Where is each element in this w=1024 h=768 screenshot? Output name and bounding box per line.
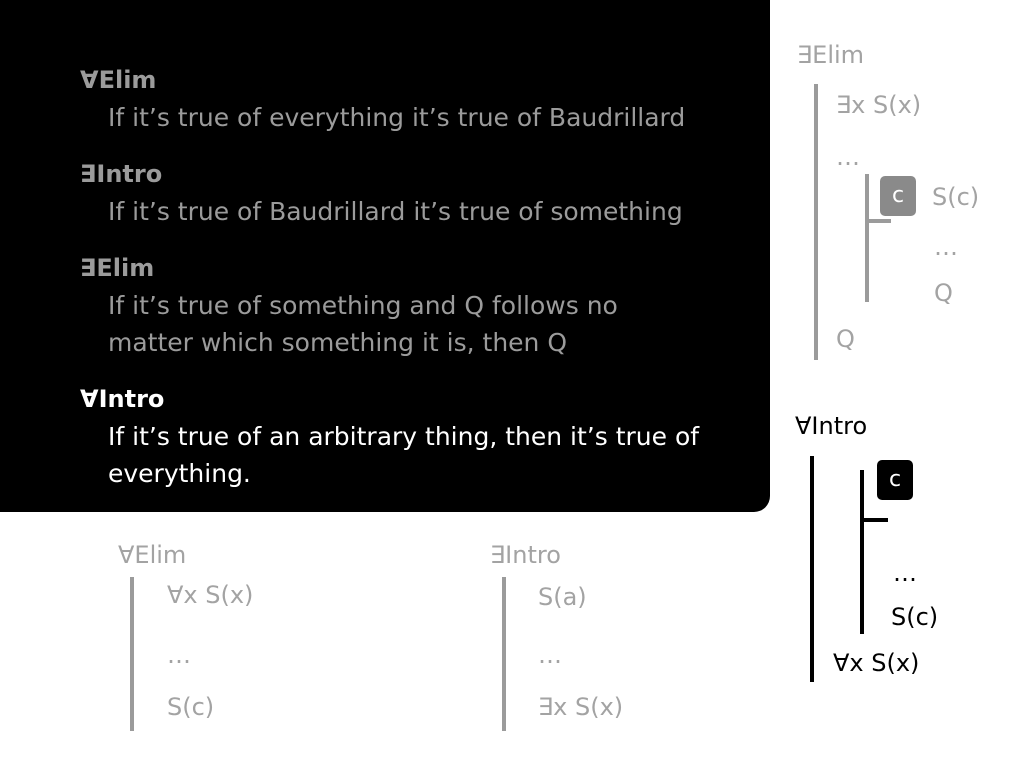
rule-description-forall-intro-line1: If it’s true of an arbitrary thing, then… xyxy=(108,422,700,451)
rule-title-exists-elim: ∃Elim xyxy=(80,254,155,282)
rule-title-exists-intro: ∃Intro xyxy=(80,160,163,188)
rule-title-forall-intro: ∀Intro xyxy=(80,385,165,413)
assumption-divider xyxy=(865,219,891,223)
premise-formula: ∃x S(x) xyxy=(836,91,922,119)
conclusion-formula: Q xyxy=(836,325,855,353)
rules-panel: ∀Elim If it’s true of everything it’s tr… xyxy=(0,0,770,512)
rule-description-forall-elim: If it’s true of everything it’s true of … xyxy=(108,103,686,132)
rule-description-exists-elim-line1: If it’s true of something and Q follows … xyxy=(108,291,618,320)
subproof-conclusion: Q xyxy=(934,279,953,307)
rule-description-forall-intro-line2: everything. xyxy=(108,459,251,488)
subproof-line xyxy=(865,174,869,302)
diagram-title: ∃Elim xyxy=(797,41,865,69)
rule-title-forall-elim: ∀Elim xyxy=(80,66,157,94)
ellipsis: … xyxy=(934,233,958,261)
assumption-formula: S(c) xyxy=(932,183,980,211)
constant-box: c xyxy=(880,176,916,216)
ellipsis: … xyxy=(836,143,860,171)
rule-description-exists-intro: If it’s true of Baudrillard it’s true of… xyxy=(108,197,683,226)
proof-scope-line xyxy=(814,84,818,360)
rule-description-exists-elim-line2: matter which something it is, then Q xyxy=(108,328,568,357)
